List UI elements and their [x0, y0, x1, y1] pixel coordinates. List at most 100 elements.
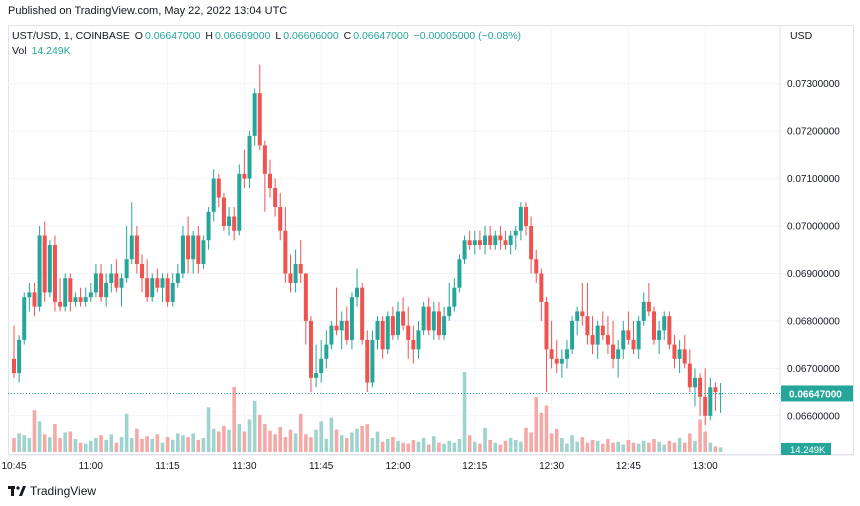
vol-value: 14.249K	[31, 45, 71, 57]
candle-body	[32, 292, 37, 307]
volume-legend: Vol 14.249K	[12, 45, 73, 57]
volume-bar	[611, 442, 615, 452]
candle-body	[344, 320, 349, 340]
candle-body	[687, 363, 692, 388]
candle-body	[595, 325, 600, 345]
candle-body	[370, 339, 375, 383]
candle-body	[605, 335, 610, 345]
candle-body	[242, 173, 247, 179]
volume-bar	[150, 438, 155, 452]
volume-bar	[498, 444, 503, 452]
volume-bar	[606, 438, 610, 452]
volume-bar	[94, 438, 98, 452]
volume-bar	[140, 438, 144, 452]
candle-body	[134, 235, 139, 264]
volume-bar	[119, 437, 124, 452]
candle-body	[319, 358, 324, 374]
candle-body	[698, 377, 703, 397]
y-tick-label: 0.06600000	[787, 411, 840, 422]
candle-body	[513, 230, 518, 236]
candle-body	[718, 393, 723, 395]
candle-body	[503, 240, 508, 245]
candle-body	[170, 282, 175, 302]
high-value: 0.06669000	[214, 30, 271, 42]
candle-body	[73, 297, 78, 302]
candle-body	[314, 373, 319, 378]
tradingview-logo-icon	[8, 485, 26, 496]
x-tick-label: 11:00	[79, 461, 104, 472]
candle-body	[385, 316, 390, 350]
x-tick-label: 11:30	[232, 461, 257, 472]
volume-bar	[17, 433, 21, 452]
candle-body	[303, 273, 308, 321]
symbol-label[interactable]: UST/USD, 1, COINBASE	[12, 30, 130, 42]
volume-bar	[53, 424, 57, 452]
volume-tag-label: 14.249K	[790, 445, 826, 456]
candle-body	[88, 292, 93, 298]
volume-bar	[601, 443, 605, 452]
candle-body	[288, 273, 293, 283]
candle-body	[211, 178, 216, 212]
volume-bar	[565, 443, 569, 452]
candle-body	[12, 358, 16, 374]
candle-body	[493, 235, 498, 245]
candle-body	[83, 297, 88, 302]
volume-bar	[339, 435, 344, 452]
volume-bar	[360, 425, 364, 452]
candle-body	[672, 344, 677, 359]
candle-body	[93, 273, 98, 293]
currency-label[interactable]: USD	[790, 30, 813, 42]
volume-bar	[616, 441, 620, 452]
volume-bar	[544, 405, 549, 452]
volume-bar	[698, 419, 702, 452]
candle-body	[611, 344, 616, 359]
volume-bar	[688, 433, 692, 452]
volume-bar	[309, 437, 313, 452]
vol-label[interactable]: Vol	[12, 45, 27, 57]
candle-body	[52, 245, 57, 302]
candle-body	[426, 306, 431, 331]
x-tick-label: 12:30	[539, 461, 564, 472]
candle-body	[585, 316, 590, 336]
candle-body	[667, 316, 672, 345]
volume-bar	[350, 432, 354, 452]
candle-body	[150, 278, 155, 298]
change-value: −0.00005000 (−0.08%)	[413, 30, 522, 42]
volume-bar	[32, 410, 37, 452]
candle-body	[257, 93, 262, 146]
candle-body	[570, 320, 575, 350]
volume-bar	[329, 417, 334, 452]
candle-body	[549, 349, 554, 359]
candle-body	[575, 311, 580, 321]
volume-bar	[416, 441, 421, 452]
last-price-tag	[781, 385, 853, 402]
volume-bar	[391, 437, 395, 452]
candle-body	[293, 263, 298, 283]
candle-body	[452, 287, 457, 307]
volume-bar	[631, 442, 636, 452]
volume-bar	[452, 442, 457, 452]
candle-body	[324, 344, 329, 359]
candle-body	[68, 278, 73, 302]
candle-body	[406, 325, 411, 340]
volume-bar	[508, 438, 513, 452]
candle-body	[524, 207, 528, 227]
volume-bar	[636, 443, 641, 452]
candle-body	[554, 358, 559, 364]
tradingview-logo[interactable]: TradingView	[8, 484, 96, 498]
volume-bar	[201, 438, 206, 452]
candle-body	[616, 349, 621, 359]
candle-body	[708, 387, 713, 416]
volume-bar	[257, 414, 262, 452]
candle-body	[201, 240, 206, 264]
candle-body	[129, 235, 134, 260]
candle-body	[334, 325, 339, 331]
volume-bar	[621, 444, 626, 452]
candle-body	[268, 173, 272, 189]
candle-body	[262, 145, 267, 174]
candle-body	[17, 339, 22, 374]
volume-bar	[314, 429, 318, 452]
candle-body	[175, 273, 180, 283]
volume-bar	[89, 440, 93, 452]
